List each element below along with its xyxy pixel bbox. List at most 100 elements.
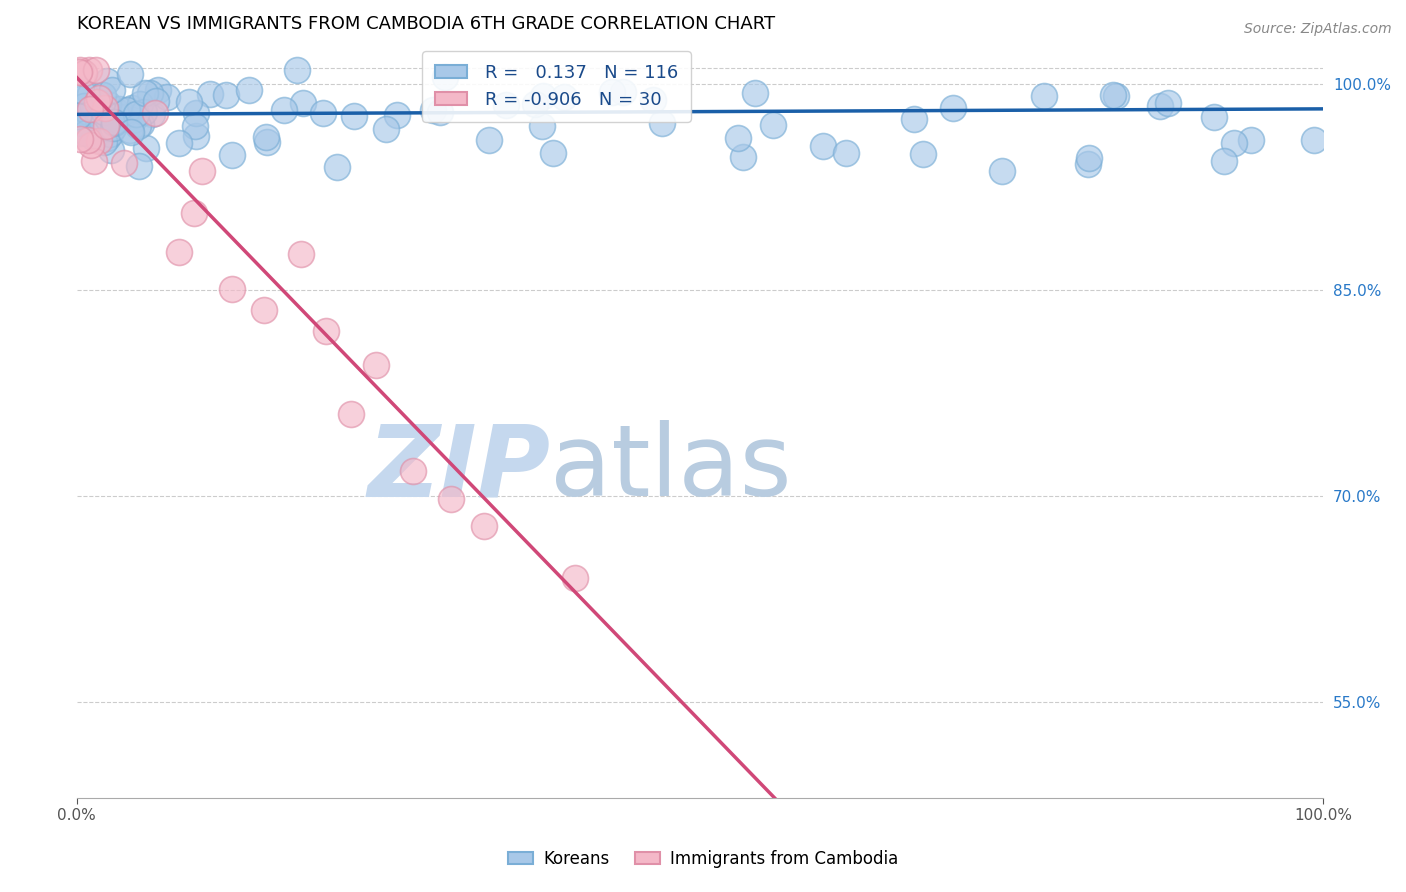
Point	[325, 160, 347, 174]
Point	[1303, 133, 1326, 147]
Point	[115, 103, 138, 118]
Point	[93, 135, 115, 149]
Point	[553, 89, 575, 103]
Point	[84, 63, 107, 78]
Point	[87, 112, 110, 127]
Point	[145, 105, 167, 120]
Point	[73, 66, 96, 80]
Point	[93, 101, 115, 115]
Point	[69, 92, 91, 106]
Point	[835, 145, 858, 160]
Point	[108, 103, 131, 117]
Point	[121, 101, 143, 115]
Point	[118, 67, 141, 81]
Point	[120, 125, 142, 139]
Point	[402, 464, 425, 478]
Point	[434, 70, 457, 85]
Point	[564, 571, 586, 585]
Point	[89, 91, 111, 105]
Point	[132, 105, 155, 120]
Point	[69, 110, 91, 124]
Point	[744, 86, 766, 100]
Point	[167, 245, 190, 260]
Point	[186, 128, 208, 143]
Point	[83, 131, 105, 145]
Point	[127, 119, 149, 133]
Point	[912, 146, 935, 161]
Point	[291, 95, 314, 110]
Point	[141, 107, 163, 121]
Point	[125, 106, 148, 120]
Point	[429, 105, 451, 120]
Legend: R =   0.137   N = 116, R = -0.906   N = 30: R = 0.137 N = 116, R = -0.906 N = 30	[422, 52, 692, 121]
Point	[254, 130, 277, 145]
Point	[290, 247, 312, 261]
Point	[128, 159, 150, 173]
Point	[105, 115, 128, 129]
Point	[156, 90, 179, 104]
Point	[103, 116, 125, 130]
Point	[118, 122, 141, 136]
Text: Source: ZipAtlas.com: Source: ZipAtlas.com	[1244, 22, 1392, 37]
Point	[91, 117, 114, 131]
Point	[312, 106, 335, 120]
Point	[602, 85, 624, 99]
Legend: Koreans, Immigrants from Cambodia: Koreans, Immigrants from Cambodia	[502, 844, 904, 875]
Point	[67, 65, 90, 79]
Point	[138, 87, 160, 101]
Text: KOREAN VS IMMIGRANTS FROM CAMBODIA 6TH GRADE CORRELATION CHART: KOREAN VS IMMIGRANTS FROM CAMBODIA 6TH G…	[76, 15, 775, 33]
Point	[66, 109, 89, 123]
Point	[183, 205, 205, 219]
Point	[731, 150, 754, 164]
Point	[135, 141, 157, 155]
Point	[641, 94, 664, 108]
Point	[215, 87, 238, 102]
Point	[145, 94, 167, 108]
Point	[129, 117, 152, 131]
Point	[374, 121, 396, 136]
Point	[89, 112, 111, 127]
Point	[146, 83, 169, 97]
Point	[385, 108, 408, 122]
Point	[96, 112, 118, 126]
Point	[100, 143, 122, 157]
Point	[495, 98, 517, 112]
Point	[96, 74, 118, 88]
Point	[103, 120, 125, 135]
Point	[1156, 96, 1178, 111]
Point	[762, 118, 785, 132]
Point	[186, 106, 208, 120]
Point	[94, 119, 117, 133]
Point	[103, 114, 125, 128]
Point	[523, 97, 546, 112]
Point	[167, 136, 190, 150]
Point	[83, 153, 105, 168]
Point	[1077, 151, 1099, 165]
Point	[80, 137, 103, 152]
Point	[97, 96, 120, 111]
Point	[100, 113, 122, 128]
Point	[77, 104, 100, 119]
Point	[66, 116, 89, 130]
Point	[364, 358, 387, 372]
Point	[991, 163, 1014, 178]
Point	[69, 63, 91, 78]
Point	[221, 282, 243, 296]
Point	[94, 113, 117, 128]
Point	[1204, 110, 1226, 124]
Point	[82, 100, 104, 114]
Point	[340, 407, 363, 421]
Point	[100, 83, 122, 97]
Point	[651, 116, 673, 130]
Point	[104, 103, 127, 118]
Point	[273, 103, 295, 117]
Point	[76, 126, 98, 140]
Point	[1105, 89, 1128, 103]
Point	[1213, 154, 1236, 169]
Point	[315, 324, 337, 338]
Point	[190, 164, 212, 178]
Point	[342, 109, 364, 123]
Point	[69, 126, 91, 140]
Point	[134, 86, 156, 100]
Point	[472, 518, 495, 533]
